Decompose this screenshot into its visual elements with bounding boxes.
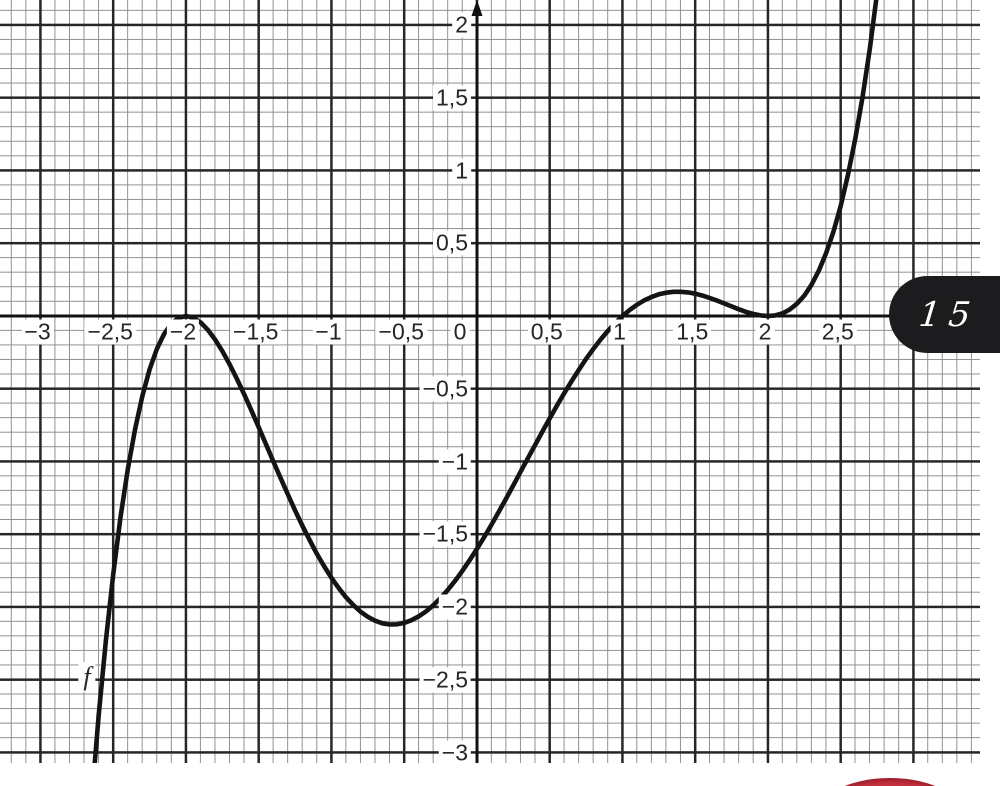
y-tick-label: −0,5 [419, 376, 471, 402]
y-axis-arrow-icon [471, 0, 483, 16]
x-tick-label: 2 [755, 319, 775, 345]
x-tick-label: −0,5 [375, 319, 427, 345]
y-tick-label: −1 [438, 449, 471, 474]
x-tick-label: −2,5 [84, 319, 136, 345]
y-tick-label: −2,5 [419, 667, 471, 693]
x-tick-label: 0,5 [527, 319, 566, 345]
y-tick-label: 0,5 [433, 230, 471, 256]
y-tick-label: 2 [452, 12, 471, 38]
x-tick-label: −2 [166, 319, 200, 345]
x-tick-label: −3 [21, 319, 54, 345]
x-tick-label: 0 [450, 319, 470, 345]
x-tick-label: 1,5 [673, 319, 712, 345]
y-tick-label: 1,5 [433, 85, 471, 111]
y-tick-label: −1,5 [419, 521, 471, 547]
page-number-text: 15 [916, 294, 981, 335]
red-sticker-partial [814, 778, 966, 786]
y-tick-label: 1 [452, 158, 471, 183]
x-tick-label: −1 [312, 319, 345, 345]
x-tick-label: −1,5 [230, 319, 282, 345]
function-curve [92, 0, 879, 763]
page-number-badge: 15 [889, 276, 1000, 353]
plot-svg [0, 0, 980, 763]
curve-label-f: f [78, 662, 96, 692]
y-tick-label: −3 [438, 740, 471, 765]
y-tick-label: −2 [438, 594, 471, 620]
x-tick-label: 2,5 [818, 319, 857, 345]
millimeter-grid [0, 0, 980, 763]
x-tick-label: 1 [610, 319, 629, 345]
